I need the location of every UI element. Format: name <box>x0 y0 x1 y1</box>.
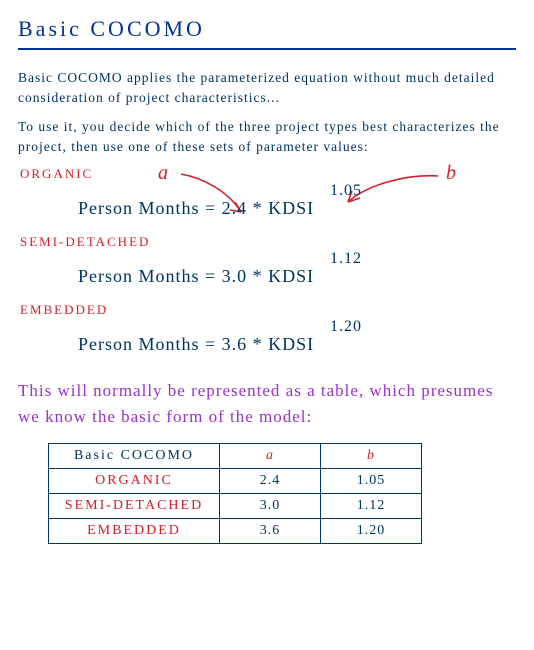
table-row: Basic COCOMO a b <box>49 444 422 469</box>
formula-organic: Person Months = 2.4 * KDSI 1.05 <box>78 184 516 228</box>
page-title: Basic COCOMO <box>18 16 516 42</box>
title-rule <box>18 48 516 50</box>
table-header-b: b <box>321 444 422 469</box>
intro-paragraph-2: To use it, you decide which of the three… <box>18 117 516 156</box>
cell-a: 3.0 <box>220 494 321 519</box>
table-note: This will normally be represented as a t… <box>18 378 516 429</box>
param-b-exponent: 1.12 <box>330 250 362 268</box>
cell-b: 1.05 <box>321 469 422 494</box>
cell-a: 2.4 <box>220 469 321 494</box>
formula-embedded: Person Months = 3.6 * KDSI 1.20 <box>78 320 516 364</box>
formula-text: Person Months = 3.0 * KDSI <box>78 266 314 287</box>
table-row: ORGANIC 2.4 1.05 <box>49 469 422 494</box>
cell-mode: EMBEDDED <box>49 519 220 544</box>
table-header-a: a <box>220 444 321 469</box>
formula-prefix: Person Months = <box>78 334 222 354</box>
intro-paragraph-1: Basic COCOMO applies the parameterized e… <box>18 68 516 107</box>
cell-b: 1.12 <box>321 494 422 519</box>
formula-prefix: Person Months = <box>78 198 222 218</box>
annotation-a: a <box>158 162 169 185</box>
param-b-exponent: 1.05 <box>330 182 362 200</box>
formula-prefix: Person Months = <box>78 266 222 286</box>
param-a: 3.0 <box>222 266 248 286</box>
cell-a: 3.6 <box>220 519 321 544</box>
table-row: SEMI-DETACHED 3.0 1.12 <box>49 494 422 519</box>
param-b-exponent: 1.20 <box>330 318 362 336</box>
kdsi-text: * KDSI <box>247 198 314 218</box>
mode-label-semidetached: SEMI-DETACHED <box>20 234 516 250</box>
param-a: 2.4 <box>222 198 248 218</box>
page: Basic COCOMO Basic COCOMO applies the pa… <box>0 0 534 544</box>
cocomo-table: Basic COCOMO a b ORGANIC 2.4 1.05 SEMI-D… <box>48 443 422 544</box>
formula-text: Person Months = 2.4 * KDSI <box>78 198 314 219</box>
param-a: 3.6 <box>222 334 248 354</box>
table-header-title: Basic COCOMO <box>49 444 220 469</box>
formula-text: Person Months = 3.6 * KDSI <box>78 334 314 355</box>
formula-semidetached: Person Months = 3.0 * KDSI 1.12 <box>78 252 516 296</box>
cell-mode: ORGANIC <box>49 469 220 494</box>
table-row: EMBEDDED 3.6 1.20 <box>49 519 422 544</box>
cell-mode: SEMI-DETACHED <box>49 494 220 519</box>
formulas-region: a b ORGANIC Person Months = 2.4 * KDSI 1… <box>18 166 516 364</box>
cell-b: 1.20 <box>321 519 422 544</box>
kdsi-text: * KDSI <box>247 266 314 286</box>
mode-label-embedded: EMBEDDED <box>20 302 516 318</box>
kdsi-text: * KDSI <box>247 334 314 354</box>
